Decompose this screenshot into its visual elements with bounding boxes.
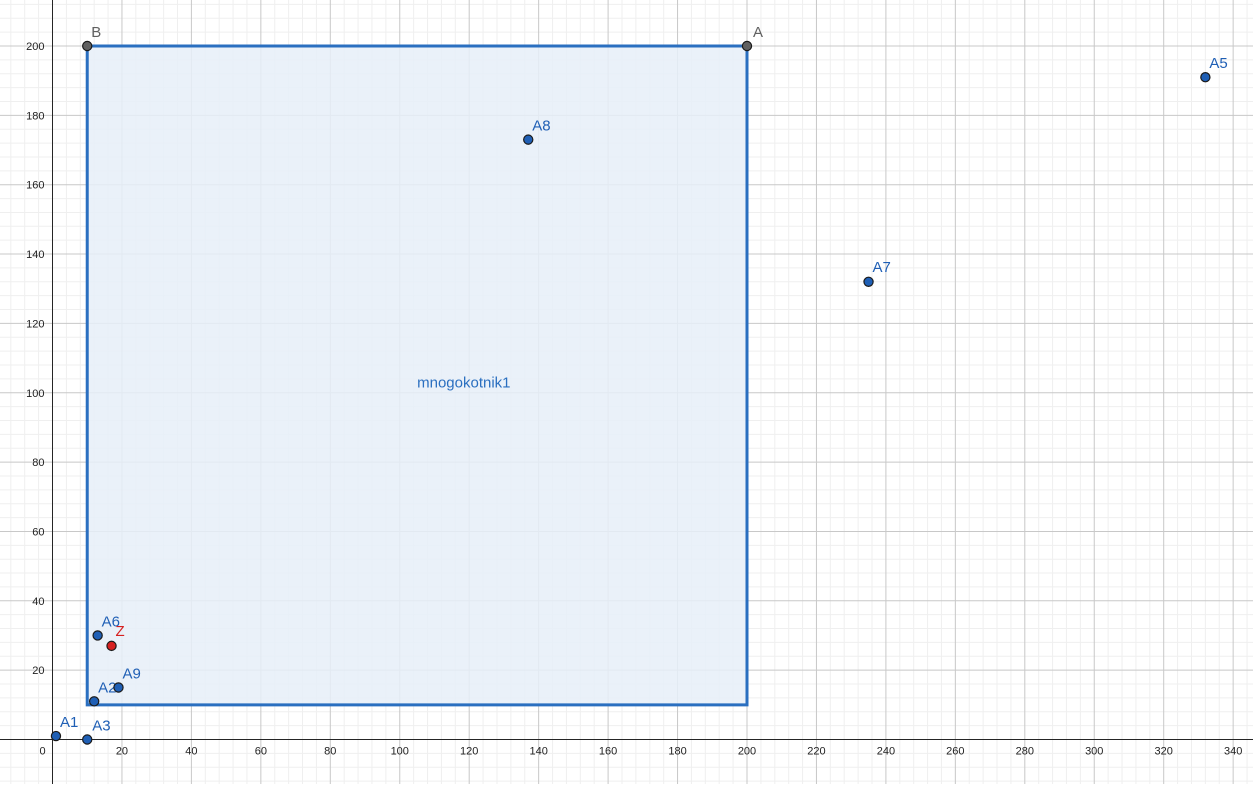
polygon-layer: mnogokotnik1 [85,44,749,707]
y-tick-label: 140 [26,249,44,261]
x-tick-label: 340 [1224,746,1242,758]
x-tick-label: 200 [738,746,756,758]
point-a8-label: A8 [532,118,550,135]
point-a[interactable]: A [741,24,763,52]
point-b-label: B [91,24,101,41]
point-a6[interactable]: A6 [92,613,120,641]
y-tick-label: 100 [26,388,44,400]
point-a6-marker[interactable] [92,630,103,641]
point-z-label: Z [116,623,125,640]
y-tick-label: 80 [32,457,44,469]
point-a-marker[interactable] [741,40,753,52]
point-a1-marker[interactable] [50,730,62,742]
point-a9-marker[interactable] [113,682,124,693]
point-a7-label: A7 [873,259,891,276]
point-a1[interactable]: A1 [50,714,78,742]
x-axis-tick-labels: 0 20 40 60 80 100 120 140 160 180 200 220 240 260 280 3… [39,746,1242,758]
point-a6-label: A6 [102,613,120,630]
point-a5[interactable]: A5 [1200,55,1228,83]
point-a5-marker[interactable] [1200,72,1211,83]
x-tick-label: 160 [599,746,617,758]
point-a-label: A [753,24,763,41]
x-tick-label: 60 [255,746,267,758]
y-tick-label: 120 [26,318,44,330]
y-tick-label: 160 [26,180,44,192]
polygon-label: mnogokotnik1 [417,374,510,391]
point-a8[interactable]: A8 [523,118,551,145]
point-a2-label: A2 [98,679,116,696]
x-tick-label: 0 [39,746,45,758]
point-a7-marker[interactable] [863,276,874,287]
y-tick-label: 60 [32,526,44,538]
point-a2[interactable]: A2 [88,679,117,707]
x-tick-label: 240 [877,746,895,758]
x-tick-label: 280 [1016,746,1034,758]
y-tick-label: 40 [32,596,44,608]
x-tick-label: 100 [391,746,409,758]
point-a3-label: A3 [92,718,110,735]
y-tick-label: 200 [26,41,44,53]
y-tick-label: 20 [32,665,44,677]
point-z[interactable]: Z [106,623,125,652]
point-a9-label: A9 [122,665,140,682]
x-tick-label: 80 [324,746,336,758]
x-tick-label: 180 [668,746,686,758]
y-tick-label: 180 [26,110,44,122]
x-tick-label: 300 [1085,746,1103,758]
point-a3-marker[interactable] [82,734,93,745]
x-tick-label: 20 [116,746,128,758]
point-z-marker[interactable] [106,640,117,652]
point-a8-marker[interactable] [523,134,534,145]
x-tick-label: 320 [1155,746,1173,758]
point-a9[interactable]: A9 [113,665,141,693]
point-b-marker[interactable] [82,40,93,52]
x-tick-label: 40 [185,746,197,758]
points-layer: A B A1 A2 A3 A5 A6 A7 A8 A9 Z [50,24,1228,745]
point-a2-marker[interactable] [88,696,100,707]
point-a7[interactable]: A7 [863,259,891,287]
point-a5-label: A5 [1209,55,1227,72]
point-b[interactable]: B [82,24,102,52]
y-axis-tick-labels: 20 40 60 80 100 120 140 160 180 200 [26,41,44,677]
x-tick-label: 140 [529,746,547,758]
point-a1-label: A1 [60,714,78,731]
x-tick-label: 220 [807,746,825,758]
x-tick-label: 260 [946,746,964,758]
point-a3[interactable]: A3 [82,718,111,745]
x-tick-label: 120 [460,746,478,758]
